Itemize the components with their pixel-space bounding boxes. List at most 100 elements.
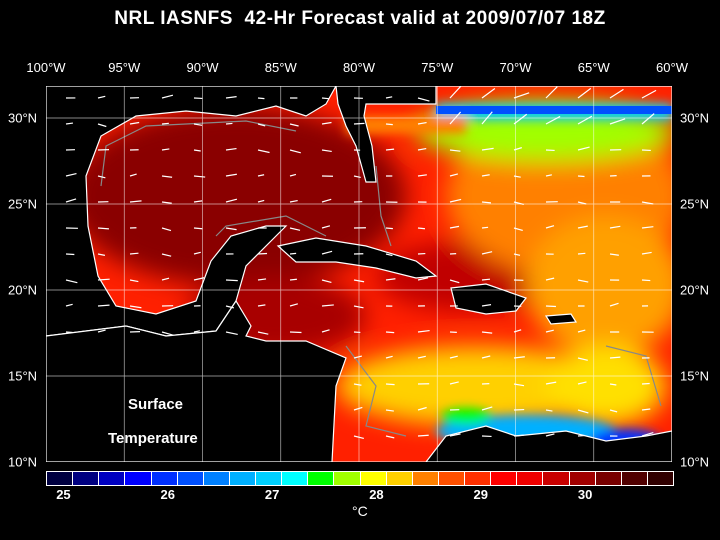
- wind-arrow: [481, 304, 492, 307]
- wind-arrow: [545, 174, 553, 177]
- wind-arrow: [321, 304, 334, 307]
- wind-arrow: [417, 174, 427, 177]
- colorbar-swatch: [543, 472, 570, 485]
- upwelling-3: [441, 408, 491, 424]
- colorbar-tick-label: 27: [264, 487, 280, 502]
- wind-arrow: [513, 329, 522, 333]
- wind-arrow: [129, 121, 140, 125]
- wind-arrow: [481, 406, 493, 411]
- wind-arrow: [289, 199, 298, 203]
- wind-arrow: [609, 225, 621, 229]
- wind-arrow: [193, 330, 201, 333]
- wind-arrow: [513, 147, 522, 151]
- wind-arrow: [609, 302, 619, 307]
- wind-arrow: [257, 174, 265, 177]
- wind-arrow: [577, 381, 587, 385]
- wind-arrow: [609, 88, 624, 99]
- wind-arrow: [321, 225, 331, 229]
- lat-label: 20°N: [680, 282, 710, 298]
- wind-arrow: [161, 331, 173, 336]
- wind-arrow: [449, 355, 458, 359]
- wind-arrow: [641, 113, 655, 125]
- wind-arrow: [385, 148, 395, 151]
- wind-arrow: [257, 331, 269, 335]
- wind-arrow: [97, 175, 106, 179]
- wind-arrow: [577, 146, 590, 151]
- wind-arrow: [225, 279, 238, 282]
- wind-arrow: [129, 279, 139, 283]
- wind-arrow: [289, 123, 299, 127]
- wind-arrow: [385, 227, 393, 230]
- lon-label: 100°W: [26, 60, 66, 75]
- wind-arrow: [417, 97, 430, 102]
- wind-arrow: [449, 381, 459, 385]
- wind-arrow: [353, 122, 365, 125]
- colorbar: [46, 471, 674, 486]
- wind-arrow: [609, 356, 621, 359]
- colorbar-tick-label: 28: [369, 487, 384, 502]
- wind-arrow: [641, 251, 652, 255]
- wind-arrow: [577, 252, 586, 255]
- wind-arrow: [225, 305, 234, 309]
- lat-label: 10°N: [680, 454, 710, 470]
- caribbean-yellow: [336, 346, 616, 426]
- lat-label: 30°N: [8, 110, 38, 126]
- wind-arrow: [545, 381, 557, 385]
- wind-arrow: [481, 174, 490, 177]
- wind-arrow: [289, 303, 298, 307]
- wind-arrow: [161, 253, 172, 257]
- wind-arrow: [161, 94, 174, 99]
- wind-arrow: [577, 329, 586, 333]
- wind-arrow: [65, 279, 78, 284]
- wind-arrow: [385, 383, 395, 386]
- wind-arrow: [289, 149, 301, 154]
- wind-arrow: [193, 277, 205, 281]
- lat-label: 20°N: [8, 282, 38, 298]
- wind-arrow: [129, 252, 139, 255]
- lon-label: 80°W: [343, 60, 375, 75]
- wind-arrow: [385, 409, 394, 412]
- wind-arrow: [609, 118, 626, 125]
- wind-arrow: [97, 95, 106, 99]
- graticule: [46, 86, 672, 462]
- wind-arrow: [193, 123, 203, 126]
- wind-arrow: [417, 355, 426, 359]
- wind-arrow: [417, 406, 427, 411]
- wind-arrow: [481, 355, 491, 359]
- wind-arrow: [641, 226, 654, 229]
- lon-label: 60°W: [656, 60, 688, 75]
- wind-arrow: [417, 277, 429, 281]
- wind-arrow: [385, 355, 393, 359]
- florida-shelf: [346, 116, 466, 134]
- wind-arrow: [65, 303, 73, 307]
- wind-arrow: [513, 201, 524, 206]
- wind-arrow: [417, 227, 426, 230]
- colorbar-swatch: [256, 472, 283, 485]
- wind-arrow: [513, 434, 524, 437]
- wind-arrow: [353, 175, 361, 178]
- wind-arrow: [65, 173, 77, 177]
- colorbar-unit: °C: [352, 503, 368, 519]
- wind-arrow: [225, 96, 237, 99]
- wind-arrow: [609, 253, 619, 256]
- lon-label: 90°W: [186, 60, 219, 75]
- wind-arrow: [641, 408, 651, 411]
- wind-arrow: [257, 97, 265, 100]
- lon-label: 65°W: [577, 60, 610, 75]
- wind-arrow: [385, 278, 396, 281]
- colorbar-swatch: [47, 472, 74, 485]
- wind-arrow: [513, 92, 530, 99]
- wind-arrow: [417, 434, 429, 437]
- colorbar-swatch: [282, 472, 309, 485]
- wind-arrow: [353, 435, 364, 440]
- wind-arrow: [513, 383, 525, 387]
- colorbar-tick-label: 30: [577, 487, 593, 502]
- wind-arrow: [289, 278, 297, 281]
- wind-arrow: [449, 225, 460, 229]
- wind-arrow: [577, 279, 589, 283]
- wind-arrow: [545, 409, 553, 412]
- wind-arrow: [193, 200, 203, 203]
- wind-arrow: [193, 149, 201, 152]
- wind-arrow: [449, 173, 459, 177]
- wind-arrow: [257, 149, 270, 154]
